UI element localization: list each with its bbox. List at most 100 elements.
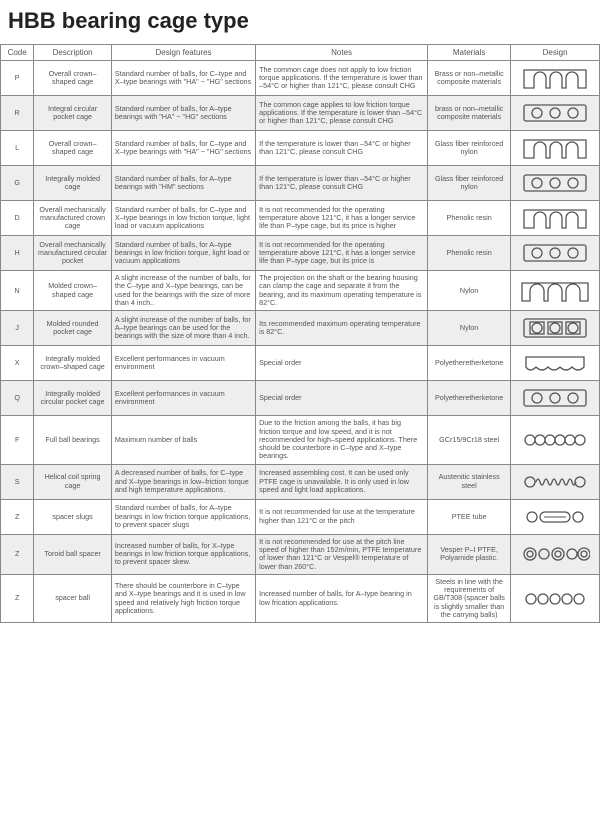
cell-notes: If the temperature is lower than –54°C o… xyxy=(256,166,428,201)
table-row: POverall crown–shaped cageStandard numbe… xyxy=(1,61,600,96)
cell-desc: Overall mechanically manufactured crown … xyxy=(34,201,112,236)
cell-feat: A slight increase of the number of balls… xyxy=(111,271,255,311)
cell-notes: Increased number of balls, for A–type be… xyxy=(256,574,428,622)
cell-notes: Special order xyxy=(256,381,428,416)
cell-code: D xyxy=(1,201,34,236)
cell-mat: Vesper P–I PTFE, Polyamide plastic. xyxy=(428,534,511,574)
col-mat: Materials xyxy=(428,45,511,61)
table-row: RIntegral circular pocket cageStandard n… xyxy=(1,96,600,131)
cell-feat: Maximum number of balls xyxy=(111,416,255,464)
table-row: FFull ball bearingsMaximum number of bal… xyxy=(1,416,600,464)
cell-design-icon xyxy=(511,96,600,131)
col-code: Code xyxy=(1,45,34,61)
cell-feat: A decreased number of balls, for C–type … xyxy=(111,464,255,499)
cell-notes: Increased assembling cost. It can be use… xyxy=(256,464,428,499)
table-row: LOverall crown–shaped cageStandard numbe… xyxy=(1,131,600,166)
cell-desc: Molded rounded pocket cage xyxy=(34,311,112,346)
cell-desc: Integral circular pocket cage xyxy=(34,96,112,131)
cell-code: S xyxy=(1,464,34,499)
table-row: Zspacer ballThere should be counterbore … xyxy=(1,574,600,622)
cell-feat: Standard number of balls, for C–type and… xyxy=(111,201,255,236)
cell-mat: Glass fiber reinforced nylon xyxy=(428,166,511,201)
cell-design-icon xyxy=(511,61,600,96)
cell-design-icon xyxy=(511,381,600,416)
cell-feat: Excellent performances in vacuum environ… xyxy=(111,346,255,381)
cell-code: Q xyxy=(1,381,34,416)
cell-feat: Standard number of balls, for A–type bea… xyxy=(111,166,255,201)
cell-desc: Integrally molded circular pocket cage xyxy=(34,381,112,416)
cell-code: Z xyxy=(1,574,34,622)
cell-notes: Special order xyxy=(256,346,428,381)
cell-desc: Overall crown–shaped cage xyxy=(34,131,112,166)
cell-feat: A slight increase of the number of balls… xyxy=(111,311,255,346)
cell-design-icon xyxy=(511,166,600,201)
cell-design-icon xyxy=(511,534,600,574)
col-notes: Notes xyxy=(256,45,428,61)
cell-desc: Overall crown–shaped cage xyxy=(34,61,112,96)
cell-mat: GCr15/9Cr18 steel xyxy=(428,416,511,464)
cell-feat: Standard number of balls, for A–type bea… xyxy=(111,96,255,131)
cell-design-icon xyxy=(511,499,600,534)
table-row: NMolded crown–shaped cageA slight increa… xyxy=(1,271,600,311)
cell-code: Z xyxy=(1,499,34,534)
cell-feat: Increased number of balls, for X–type be… xyxy=(111,534,255,574)
cell-feat: Standard number of balls, for A–type bea… xyxy=(111,499,255,534)
cell-design-icon xyxy=(511,346,600,381)
cell-mat: Glass fiber reinforced nylon xyxy=(428,131,511,166)
header-row: Code Description Design features Notes M… xyxy=(1,45,600,61)
cell-mat: brass or non–metallic composite material… xyxy=(428,96,511,131)
cell-design-icon xyxy=(511,131,600,166)
cell-feat: Excellent performances in vacuum environ… xyxy=(111,381,255,416)
cell-mat: Brass or non–metallic composite material… xyxy=(428,61,511,96)
col-desc: Description xyxy=(34,45,112,61)
cell-notes: It is not recommended for use at the pit… xyxy=(256,534,428,574)
table-row: Zspacer slugsStandard number of balls, f… xyxy=(1,499,600,534)
cell-code: H xyxy=(1,236,34,271)
cell-notes: It is not recommended for use at the tem… xyxy=(256,499,428,534)
cell-notes: Its recommended maximum operating temper… xyxy=(256,311,428,346)
cell-desc: Toroid ball spacer xyxy=(34,534,112,574)
cell-notes: The common cage applies to low friction … xyxy=(256,96,428,131)
table-row: JMolded rounded pocket cageA slight incr… xyxy=(1,311,600,346)
cell-mat: Nylon xyxy=(428,271,511,311)
cell-mat: Polyetheretherketone xyxy=(428,346,511,381)
cell-feat: Standard number of balls, for C–type and… xyxy=(111,61,255,96)
cell-mat: Steels in line with the requirements of … xyxy=(428,574,511,622)
bearing-cage-table: Code Description Design features Notes M… xyxy=(0,44,600,623)
cell-code: Z xyxy=(1,534,34,574)
cell-mat: Nylon xyxy=(428,311,511,346)
cell-desc: Helical coil spring cage xyxy=(34,464,112,499)
cell-desc: spacer ball xyxy=(34,574,112,622)
table-row: GIntegrally molded cageStandard number o… xyxy=(1,166,600,201)
cell-design-icon xyxy=(511,311,600,346)
table-row: XIntegrally molded crown–shaped cageExce… xyxy=(1,346,600,381)
cell-desc: Overall mechanically manufactured circul… xyxy=(34,236,112,271)
cell-notes: Due to the friction among the balls, it … xyxy=(256,416,428,464)
cell-feat: Standard number of balls, for A–type bea… xyxy=(111,236,255,271)
cell-code: P xyxy=(1,61,34,96)
cell-notes: It is not recommended for the operating … xyxy=(256,236,428,271)
cell-code: F xyxy=(1,416,34,464)
cell-desc: Integrally molded cage xyxy=(34,166,112,201)
cell-code: R xyxy=(1,96,34,131)
cell-notes: It is not recommended for the operating … xyxy=(256,201,428,236)
cell-mat: Phenolic resin xyxy=(428,236,511,271)
cell-code: L xyxy=(1,131,34,166)
cell-desc: Molded crown–shaped cage xyxy=(34,271,112,311)
cell-design-icon xyxy=(511,236,600,271)
cell-design-icon xyxy=(511,201,600,236)
cell-desc: Integrally molded crown–shaped cage xyxy=(34,346,112,381)
table-row: QIntegrally molded circular pocket cageE… xyxy=(1,381,600,416)
cell-code: N xyxy=(1,271,34,311)
table-row: ZToroid ball spacerIncreased number of b… xyxy=(1,534,600,574)
cell-design-icon xyxy=(511,464,600,499)
cell-feat: There should be counterbore in C–type an… xyxy=(111,574,255,622)
cell-mat: Phenolic resin xyxy=(428,201,511,236)
cell-desc: spacer slugs xyxy=(34,499,112,534)
cell-notes: If the temperature is lower than –54°C o… xyxy=(256,131,428,166)
cell-code: X xyxy=(1,346,34,381)
cell-desc: Full ball bearings xyxy=(34,416,112,464)
table-row: DOverall mechanically manufactured crown… xyxy=(1,201,600,236)
page-title: HBB bearing cage type xyxy=(0,0,600,44)
cell-code: G xyxy=(1,166,34,201)
